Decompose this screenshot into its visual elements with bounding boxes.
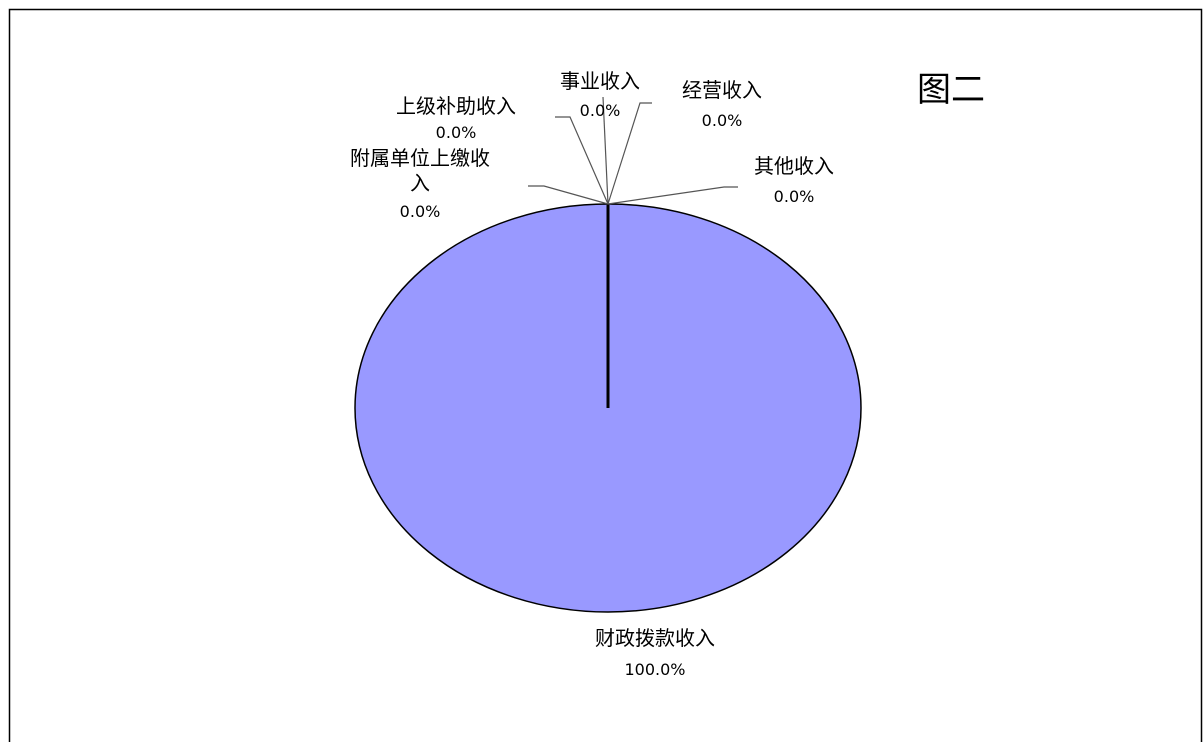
leader-line-3 [607,102,652,205]
leader-line-1 [555,116,609,205]
slice-percent-2: 0.0% [580,101,621,120]
pie-chart [354,203,862,613]
leader-line-4 [528,185,609,205]
chart-title: 图二 [917,70,985,110]
leader-line-2 [602,96,609,205]
slice-label-4: 附属单位上缴收 [350,146,490,170]
slice-label-3: 经营收入 [682,78,762,102]
leader-line-5 [607,186,738,205]
slice-percent-5: 0.0% [774,187,815,206]
slice-label-0: 财政拨款收入 [595,626,715,650]
slice-label-1: 上级补助收入 [396,94,516,118]
slice-label-4-line2: 入 [410,171,430,195]
slice-labels: 财政拨款收入 100.0% 上级补助收入 0.0% 事业收入 0.0% 经营收入 0.0% 附属… [350,69,834,679]
chart-border [8,8,1203,742]
leader-lines [528,96,738,205]
slice-label-2: 事业收入 [560,69,640,93]
slice-percent-0: 100.0% [624,660,685,679]
slice-percent-4: 0.0% [400,202,441,221]
slice-percent-3: 0.0% [702,111,743,130]
slice-percent-1: 0.0% [436,123,477,142]
slice-label-5: 其他收入 [754,154,834,178]
